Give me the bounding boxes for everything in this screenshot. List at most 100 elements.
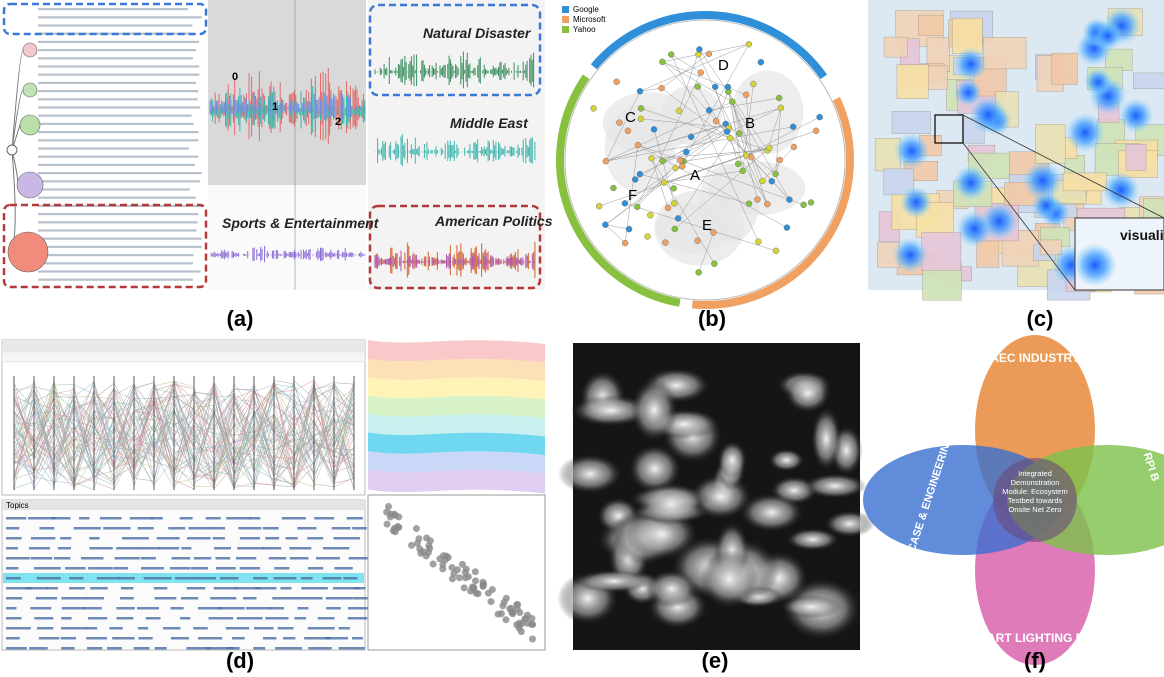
row-word <box>348 617 367 620</box>
text-line <box>38 172 202 174</box>
row-word <box>265 537 279 540</box>
row-word <box>29 547 50 550</box>
scatter-dot <box>461 584 468 591</box>
scatter-dot <box>529 636 536 643</box>
map-region <box>897 65 929 99</box>
text-line <box>38 24 192 26</box>
row-word <box>188 527 212 530</box>
graph-node <box>659 59 665 65</box>
tree-node <box>8 232 48 272</box>
row-word <box>69 577 83 580</box>
row-word <box>269 607 284 610</box>
text-line <box>38 49 196 51</box>
panel-label: (e) <box>702 648 729 673</box>
graph-node <box>695 238 701 244</box>
row-word <box>214 587 238 590</box>
row-word <box>100 517 122 520</box>
graph-node <box>632 177 638 183</box>
graph-node <box>801 202 807 208</box>
text-line <box>38 270 201 272</box>
topic-title: Natural Disaster <box>423 25 532 41</box>
topic-glow <box>894 133 930 169</box>
graph-node <box>754 197 760 203</box>
row-word <box>191 567 208 570</box>
figure: 012Natural DisasterMiddle EastSports & E… <box>0 0 1164 677</box>
graph-node <box>635 142 641 148</box>
graph-node <box>773 248 779 254</box>
row-word <box>89 547 112 550</box>
petal-title: AEC INDUSTRY <box>990 351 1080 365</box>
row-word <box>28 517 56 520</box>
topic-title: Sports & Entertainment <box>222 215 380 231</box>
marker-label: 0 <box>232 71 238 83</box>
graph-node <box>660 158 666 164</box>
path-bar <box>2 353 365 362</box>
graph-node <box>672 226 678 232</box>
row-word <box>37 577 61 580</box>
map-region <box>1126 144 1146 170</box>
row-word <box>282 517 306 520</box>
cluster-letter: E <box>702 217 712 234</box>
row-word <box>97 577 121 580</box>
row-word <box>61 647 74 650</box>
row-word <box>61 637 76 640</box>
table-header <box>2 500 365 510</box>
graph-node <box>622 240 628 246</box>
scatter-dot <box>392 528 399 535</box>
terrain-peak <box>781 595 842 618</box>
legend-label: Microsoft <box>573 15 606 24</box>
row-word <box>220 577 239 580</box>
row-word <box>141 567 164 570</box>
text-line <box>38 147 189 149</box>
graph-node <box>778 105 784 111</box>
row-word <box>286 537 298 540</box>
graph-node <box>711 261 717 267</box>
center-text: Testbed towards <box>1008 496 1063 505</box>
tree-node <box>23 83 37 97</box>
row-word <box>318 617 335 620</box>
row-word <box>34 567 61 570</box>
row-word <box>198 637 222 640</box>
graph-node <box>677 157 683 163</box>
row-word <box>65 567 85 570</box>
graph-node <box>673 165 679 171</box>
scatter-dot <box>427 537 434 544</box>
text-line <box>38 8 188 10</box>
legend-swatch <box>562 26 569 33</box>
row-word <box>113 567 128 570</box>
row-word <box>6 627 31 630</box>
row-word <box>226 517 251 520</box>
scatter-dot <box>413 525 420 532</box>
row-word <box>6 557 30 560</box>
row-word <box>130 517 153 520</box>
topic-glow <box>953 165 988 200</box>
graph-node <box>740 168 746 174</box>
row-word <box>218 607 245 610</box>
row-word <box>274 567 289 570</box>
row-word <box>171 637 189 640</box>
row-word <box>339 627 350 630</box>
topic-glow <box>954 47 988 81</box>
row-word <box>323 547 349 550</box>
graph-node <box>791 144 797 150</box>
topic-title: American Politics <box>434 213 553 229</box>
graph-node <box>679 163 685 169</box>
row-word <box>6 617 22 620</box>
row-word <box>138 527 154 530</box>
row-word <box>6 647 27 650</box>
row-word <box>274 577 297 580</box>
terrain-peak <box>638 482 704 525</box>
map-region <box>884 37 907 57</box>
row-word <box>34 617 53 620</box>
scatter-dot <box>480 582 487 589</box>
legend-swatch <box>562 6 569 13</box>
row-word <box>116 547 138 550</box>
row-word <box>181 597 198 600</box>
row-word <box>314 517 334 520</box>
row-word <box>6 527 19 530</box>
row-word <box>61 617 71 620</box>
terrain-peak <box>558 454 622 493</box>
row-word <box>61 627 87 630</box>
row-word <box>144 577 172 580</box>
text-line <box>38 123 194 125</box>
